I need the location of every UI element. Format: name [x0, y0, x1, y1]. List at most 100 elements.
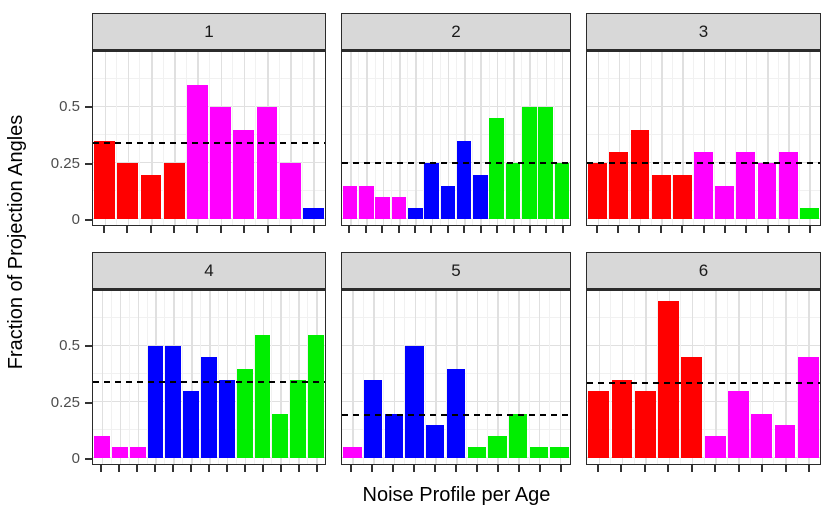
facet-strip-label: 3	[698, 21, 709, 41]
gridline-minor-v	[703, 291, 705, 464]
bar	[774, 424, 796, 459]
gridline-major-v	[382, 52, 385, 225]
bar	[308, 334, 324, 459]
gridline-minor-v	[289, 291, 291, 464]
gridline-minor-v	[139, 52, 141, 225]
facet-strip: 2	[341, 13, 571, 51]
x-axis-tick	[808, 465, 811, 472]
bar	[681, 357, 703, 459]
bar	[467, 447, 486, 459]
bar	[588, 391, 610, 459]
x-axis-tick	[392, 465, 395, 472]
x-axis-tick	[171, 465, 174, 472]
x-axis-tick	[262, 465, 264, 472]
bar	[456, 140, 472, 220]
gridline-minor-v	[656, 291, 658, 464]
facet-panel-4: 4	[92, 252, 326, 474]
x-axis-tick	[545, 226, 548, 233]
x-axis-tick	[809, 226, 812, 233]
bar	[426, 424, 445, 459]
bar	[440, 185, 456, 220]
gridline-minor-v	[439, 52, 441, 225]
facet-strip: 4	[92, 252, 326, 290]
gridline-minor-v	[116, 52, 118, 225]
gridline-minor-v	[255, 52, 257, 225]
x-axis-tick	[714, 465, 717, 472]
x-axis-tick	[397, 226, 400, 233]
gridline-minor-v	[528, 291, 530, 464]
facet-panel-6: 6	[586, 252, 821, 474]
bar	[611, 379, 633, 459]
gridline-minor-v	[750, 291, 752, 464]
x-axis-ticks	[586, 465, 821, 474]
gridline-minor-v	[390, 52, 392, 225]
gridline-minor-v	[362, 291, 364, 464]
gridline-major-v	[618, 52, 621, 225]
x-axis-tick	[479, 226, 482, 233]
gridline-minor-v	[714, 52, 716, 225]
x-axis-tick	[153, 465, 156, 472]
bar	[236, 368, 253, 459]
x-axis-tick	[280, 465, 282, 472]
x-axis-tick	[667, 465, 670, 472]
bar	[728, 391, 749, 459]
gridline-minor-v	[110, 291, 112, 464]
gridline-minor-v	[271, 291, 273, 464]
x-axis-tick	[430, 226, 433, 233]
x-axis-tick	[723, 226, 726, 233]
bar	[93, 435, 110, 459]
gridline-minor-v	[424, 291, 426, 464]
gridline-major-v	[298, 291, 300, 464]
bar	[183, 391, 200, 459]
bar	[218, 379, 235, 459]
gridline-major-v	[352, 291, 354, 464]
x-axis-tick	[559, 465, 562, 472]
gridline-minor-v	[200, 291, 202, 464]
bar	[384, 413, 404, 459]
gridline-major-v	[137, 291, 140, 464]
gridline-minor-v	[232, 52, 234, 225]
x-axis-tick	[737, 465, 740, 472]
gridline-major-v	[191, 291, 193, 464]
gridline-major-v	[280, 291, 282, 464]
bar	[634, 391, 656, 459]
facet-strip-label: 1	[204, 21, 214, 41]
bar	[163, 163, 185, 220]
facet-strip: 5	[341, 252, 571, 290]
gridline-major-v	[538, 291, 541, 464]
facet-plot-area	[92, 51, 326, 226]
x-axis-tick	[413, 465, 416, 472]
bar	[405, 346, 424, 459]
bar	[672, 174, 692, 220]
facet-plot-area	[92, 290, 326, 465]
bar	[658, 301, 679, 459]
facet-panel-1: 1	[92, 13, 326, 235]
gridline-major-v	[104, 52, 107, 225]
x-axis-tick	[208, 465, 210, 472]
x-axis-tick	[118, 465, 120, 472]
gridline-minor-v	[796, 291, 798, 464]
gridline-minor-v	[487, 291, 489, 464]
x-axis-tick	[620, 465, 623, 472]
bar	[210, 107, 231, 220]
x-axis-tick	[102, 226, 105, 233]
gridline-minor-v	[128, 291, 130, 464]
gridline-minor-v	[185, 52, 187, 225]
bar	[694, 152, 713, 220]
x-axis-tick	[434, 465, 437, 472]
x-axis-tick	[638, 226, 641, 233]
x-axis-tick	[219, 226, 222, 233]
x-axis-tick	[289, 226, 292, 233]
gridline-minor-v	[456, 52, 457, 225]
gridline-minor-v	[773, 291, 775, 464]
gridline-major-v	[497, 291, 499, 464]
x-axis-tick	[528, 226, 531, 233]
x-axis-tick	[348, 226, 351, 233]
x-axis-tick	[596, 465, 599, 472]
mean-dashed-line	[587, 382, 820, 385]
gridline-minor-v	[383, 291, 385, 464]
gridline-minor-v	[472, 52, 474, 225]
gridline-major-v	[703, 52, 705, 225]
y-axis-tick	[85, 106, 92, 108]
